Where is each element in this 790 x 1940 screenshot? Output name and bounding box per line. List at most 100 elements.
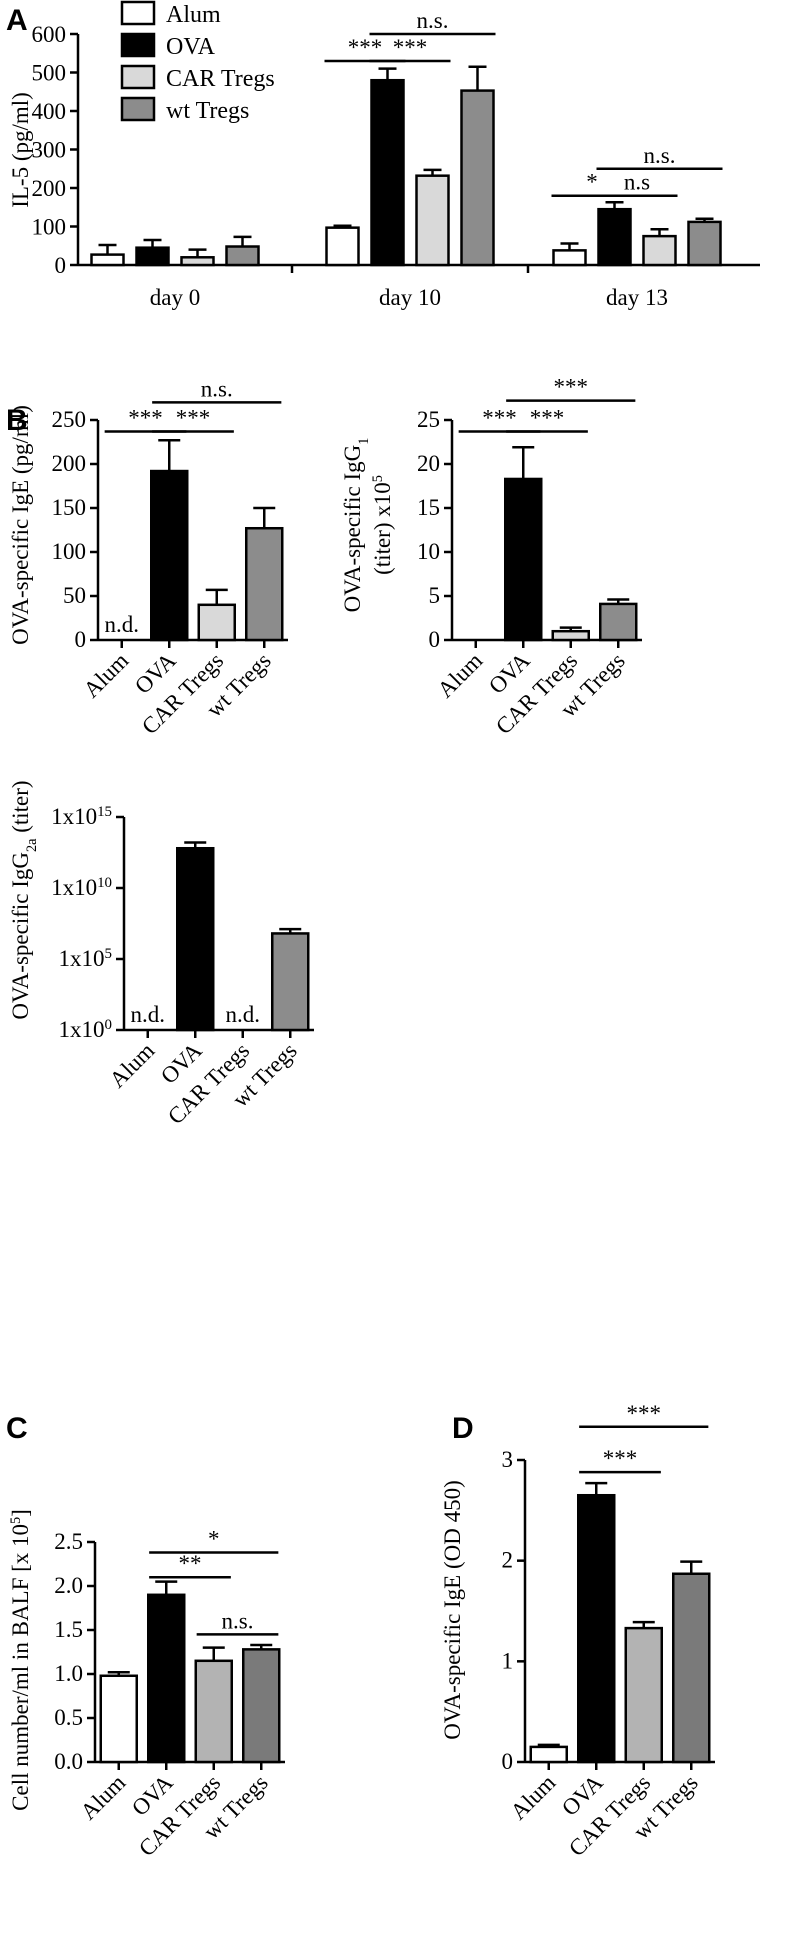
bar-car-tregs: [642, 234, 677, 267]
x-tick-label: Alum: [433, 648, 488, 703]
y-axis-label-part-0: OVA-specific IgG: [8, 852, 33, 1020]
y-tick-exp: 15: [97, 804, 112, 820]
significance-2-label: ***: [554, 375, 589, 400]
bar-B2-2: [551, 629, 590, 642]
y-axis-label-line2-part-0: (titer) x10: [370, 482, 395, 575]
bar-B2-1: [504, 477, 543, 642]
y-tick-label: 10: [417, 539, 440, 564]
y-axis-label-part-0: Cell number/ml in BALF [x 10: [8, 1524, 33, 1811]
legend-swatch: [120, 64, 156, 90]
bar-D-2: [624, 1626, 663, 1764]
y-axis-label: OVA-specific IgE (pg/ml): [8, 405, 33, 645]
y-tick-exp: 5: [105, 946, 112, 962]
legend-label: OVA: [166, 34, 216, 60]
y-tick-label: 25: [417, 407, 440, 432]
bar-B3-1: [176, 846, 215, 1032]
y-tick-label: 15: [417, 495, 440, 520]
y-tick-label: 1.5: [54, 1617, 83, 1642]
panel-label-b: B: [6, 404, 28, 437]
y-tick-label: 500: [32, 61, 67, 86]
legend-swatch: [120, 0, 156, 26]
significance-2-label: n.s.: [417, 8, 449, 33]
x-tick-label: Alum: [76, 1770, 131, 1825]
y-axis-label-line1-part-0: OVA-specific IgG: [340, 445, 365, 613]
bar-wt-tregs: [460, 89, 495, 267]
y-tick-label: 1.0: [54, 1661, 83, 1686]
y-tick-label: 200: [52, 451, 87, 476]
significance-1-label: *: [208, 1527, 220, 1552]
legend-swatch: [120, 96, 156, 122]
x-category-label: day 10: [379, 285, 441, 310]
y-axis-label-part-1: 5: [8, 1517, 24, 1524]
x-category-label: day 13: [606, 285, 668, 310]
y-axis-label-line1: OVA-specific IgG1: [340, 438, 372, 613]
y-axis-label: IL-5 (pg/ml): [8, 92, 33, 208]
bar-D-0: [529, 1745, 568, 1764]
y-tick-label: 0: [55, 253, 67, 278]
y-tick-label: 1x105: [59, 946, 112, 971]
y-tick-label: 100: [52, 539, 87, 564]
panel-label-a: A: [6, 4, 28, 37]
bar-ova: [135, 246, 170, 267]
nd-label: n.d.: [131, 1002, 166, 1027]
significance-2-label: n.s.: [222, 1608, 254, 1633]
bar-D-3: [672, 1572, 711, 1764]
bar-C-2: [194, 1659, 233, 1764]
nd-label: n.d.: [226, 1002, 261, 1027]
y-tick-label: 200: [32, 176, 67, 201]
y-axis-label: OVA-specific IgG2a (titer): [8, 780, 40, 1019]
significance-5-label: n.s.: [644, 143, 676, 168]
significance-0-label: **: [179, 1551, 202, 1576]
x-tick-label: Alum: [79, 648, 134, 703]
y-tick-label: 400: [32, 99, 67, 124]
y-axis-label-line2: (titer) x105: [370, 475, 395, 575]
x-category-label: day 0: [150, 285, 200, 310]
significance-1-label: ***: [530, 405, 565, 430]
significance-0-label: ***: [603, 1446, 638, 1471]
legend-label: Alum: [166, 2, 221, 28]
y-axis-label-part-0: OVA-specific IgE (OD 450): [440, 1480, 465, 1740]
significance-1-label: ***: [176, 405, 211, 430]
y-tick-label: 5: [429, 583, 441, 608]
y-tick-label: 250: [52, 407, 87, 432]
y-tick-label: 1: [502, 1648, 514, 1673]
bar-alum: [325, 226, 360, 267]
y-axis-label: OVA-specific IgE (OD 450): [440, 1480, 465, 1740]
y-tick-base: 1x10: [51, 804, 97, 829]
y-tick-label: 50: [63, 583, 86, 608]
y-axis-label-part-0: IL-5 (pg/ml): [8, 92, 33, 208]
y-tick-label: 0.0: [54, 1749, 83, 1774]
bar-car-tregs: [180, 256, 215, 267]
significance-0-label: ***: [348, 35, 383, 60]
bar-wt-tregs: [225, 245, 260, 267]
y-axis-label-part-2: (titer): [8, 780, 33, 838]
y-tick-label: 600: [32, 22, 67, 47]
y-tick-label: 0: [502, 1749, 514, 1774]
panel-label-d: D: [452, 1412, 474, 1445]
significance-0-label: ***: [128, 405, 163, 430]
y-tick-label: 2: [502, 1548, 514, 1573]
bar-alum: [552, 249, 587, 267]
bar-alum: [90, 253, 125, 267]
bar-car-tregs: [415, 174, 450, 267]
chart-ova-igg2a: 1x1001x1051x10101x1015n.d.AlumOVAn.d.CAR…: [8, 780, 314, 1129]
y-tick-label: 150: [52, 495, 87, 520]
y-tick-label: 20: [417, 451, 440, 476]
y-tick-label: 0: [429, 627, 441, 652]
bar-ova: [597, 207, 632, 267]
y-tick-label: 300: [32, 138, 67, 163]
y-tick-label: 1x1015: [51, 804, 112, 829]
significance-4-label: n.s: [624, 170, 650, 195]
y-axis-label: Cell number/ml in BALF [x 105]: [8, 1509, 33, 1811]
y-tick-label: 2.5: [54, 1529, 83, 1554]
y-tick-label: 0: [75, 627, 87, 652]
bar-B1-3: [245, 526, 284, 642]
significance-2-label: n.s.: [201, 376, 233, 401]
significance-0-label: ***: [482, 405, 517, 430]
